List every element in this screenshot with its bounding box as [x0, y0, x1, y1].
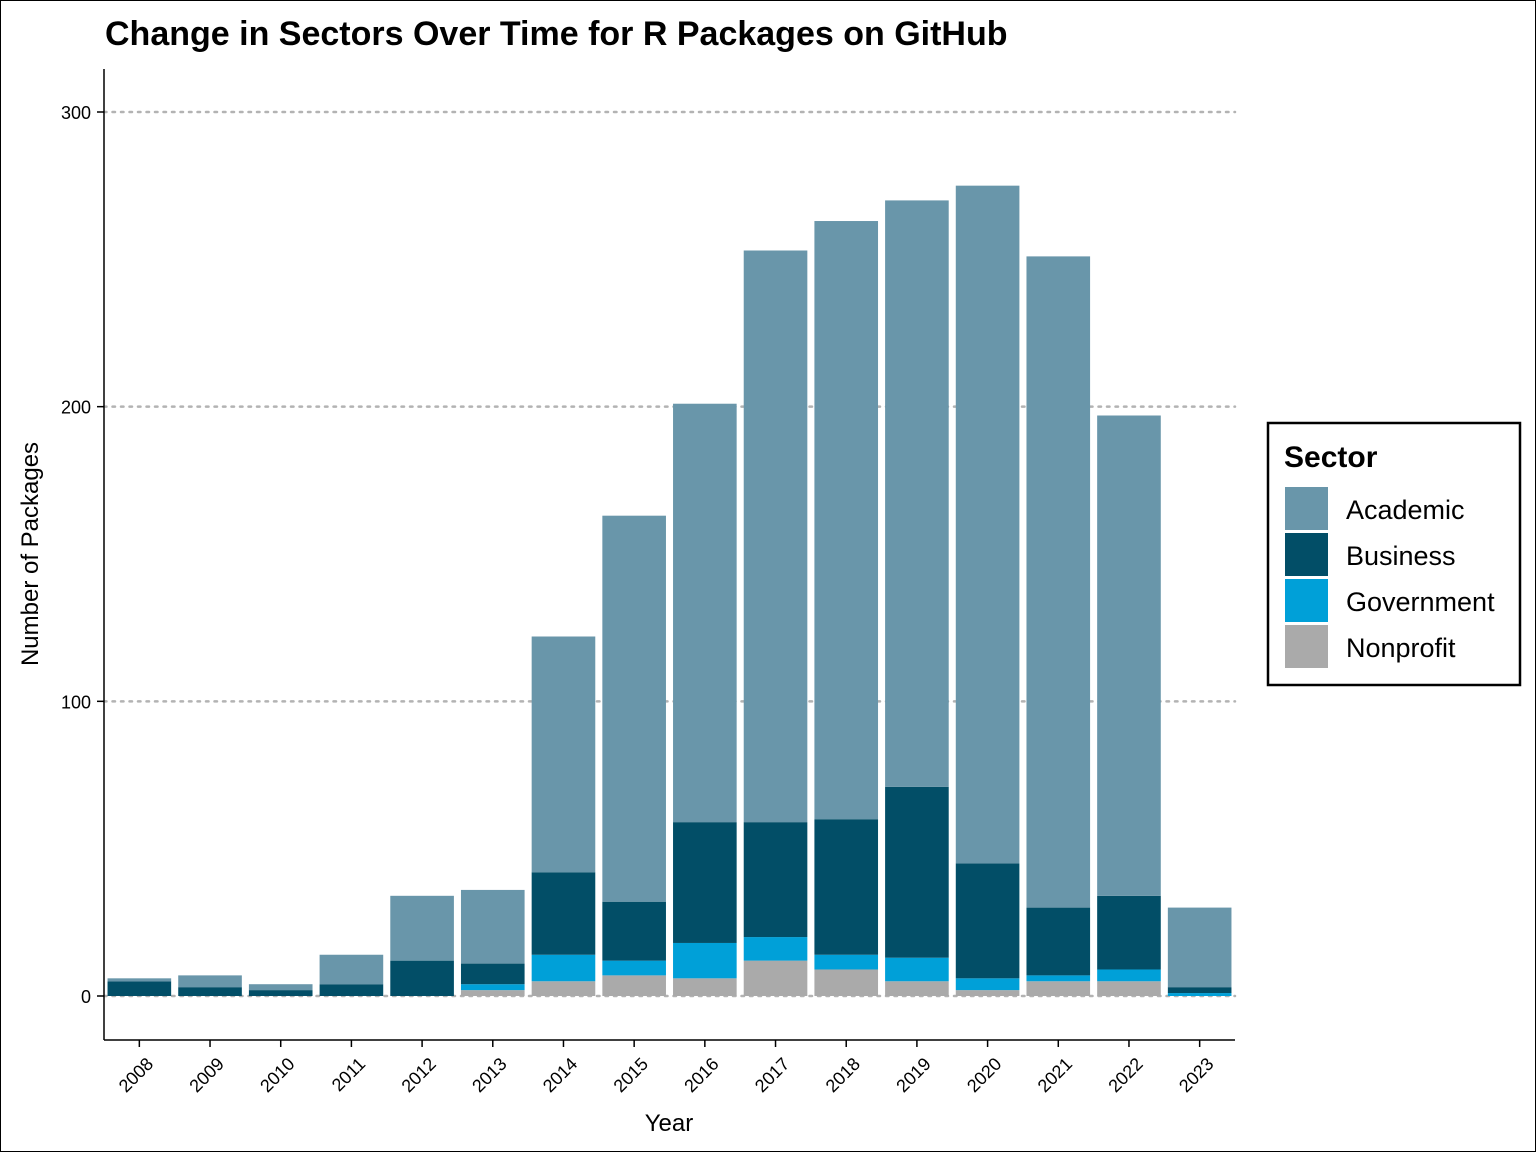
x-tick-label-2020: 2020 — [963, 1054, 1005, 1096]
bar-2011-business — [319, 984, 384, 996]
bar-2016-academic — [673, 403, 737, 823]
x-tick-label-2019: 2019 — [892, 1054, 934, 1096]
legend-items: Academic Business Government Nonprofit — [1285, 487, 1495, 668]
bar-2015-business — [602, 901, 666, 961]
bar-2009-business — [178, 987, 242, 996]
bar-2008-academic — [107, 978, 172, 982]
x-tick-label-2016: 2016 — [680, 1054, 722, 1096]
bar-2013-government — [460, 984, 525, 991]
legend-swatch-business — [1285, 533, 1328, 576]
bar-2022-nonprofit — [1097, 981, 1161, 996]
x-tick-label-2008: 2008 — [115, 1054, 157, 1096]
bar-2023-academic — [1167, 907, 1232, 988]
x-tick-label-2010: 2010 — [256, 1054, 298, 1096]
bar-2010-business — [248, 990, 313, 996]
legend-swatch-nonprofit — [1285, 625, 1328, 668]
bar-2014-government — [531, 954, 596, 982]
bar-2021-government — [1026, 975, 1091, 982]
bar-2019-academic — [885, 200, 949, 787]
bar-2016-business — [673, 822, 737, 943]
x-tick-label-2012: 2012 — [398, 1054, 440, 1096]
bar-2021-nonprofit — [1026, 981, 1091, 996]
bar-2014-academic — [531, 636, 596, 873]
bar-2020-government — [955, 978, 1020, 991]
bar-2016-government — [673, 942, 737, 979]
bar-2015-academic — [602, 515, 666, 902]
x-axis-ticks: 2008 2009 2010 2011 2012 2013 2014 2015 2016 2017… — [115, 1040, 1218, 1096]
y-axis-title: Number of Packages — [17, 442, 44, 666]
bar-2012-academic — [390, 895, 454, 961]
bar-2015-government — [602, 960, 666, 976]
legend-label-academic: Academic — [1346, 495, 1465, 525]
bar-2022-business — [1097, 895, 1161, 970]
bar-2023-business — [1167, 987, 1232, 994]
x-tick-label-2021: 2021 — [1034, 1054, 1076, 1096]
legend-swatch-government — [1285, 579, 1328, 622]
bar-2018-business — [814, 819, 879, 955]
x-axis-title: Year — [645, 1110, 694, 1137]
y-tick-label-300: 300 — [61, 103, 91, 123]
x-tick-label-2022: 2022 — [1104, 1054, 1146, 1096]
x-tick-label-2011: 2011 — [328, 1054, 370, 1096]
legend-swatch-academic — [1285, 487, 1328, 530]
bar-2018-nonprofit — [814, 969, 879, 996]
bar-2017-academic — [743, 250, 808, 823]
bar-2014-business — [531, 872, 596, 955]
bar-2012-business — [390, 960, 454, 996]
bar-2016-nonprofit — [673, 978, 737, 996]
bar-2018-government — [814, 954, 879, 970]
bar-2021-business — [1026, 907, 1091, 976]
bar-2019-business — [885, 786, 949, 958]
bar-2017-business — [743, 822, 808, 938]
bar-2017-government — [743, 937, 808, 961]
y-tick-label-100: 100 — [61, 692, 91, 712]
x-tick-label-2009: 2009 — [185, 1054, 227, 1096]
bar-2022-government — [1097, 969, 1161, 982]
bar-2013-nonprofit — [460, 990, 525, 996]
bar-2017-nonprofit — [743, 960, 808, 996]
bar-2023-government — [1167, 993, 1232, 996]
bar-2022-academic — [1097, 415, 1161, 896]
bar-2020-business — [955, 863, 1020, 979]
bar-2019-government — [885, 957, 949, 982]
bar-2019-nonprofit — [885, 981, 949, 996]
bar-2015-nonprofit — [602, 975, 666, 996]
bar-2020-nonprofit — [955, 990, 1020, 996]
x-tick-label-2015: 2015 — [610, 1054, 652, 1096]
bar-2009-academic — [178, 975, 242, 988]
bar-2014-nonprofit — [531, 981, 596, 996]
chart-title: Change in Sectors Over Time for R Packag… — [105, 15, 1008, 53]
legend-title: Sector — [1284, 441, 1378, 474]
bar-2018-academic — [814, 221, 879, 820]
x-tick-label-2014: 2014 — [539, 1054, 581, 1096]
bar-2011-academic — [319, 954, 384, 985]
y-tick-label-200: 200 — [61, 398, 91, 418]
bar-2008-business — [107, 981, 172, 996]
bar-2013-academic — [460, 889, 525, 964]
x-tick-label-2018: 2018 — [822, 1054, 864, 1096]
bar-2020-academic — [955, 185, 1020, 864]
x-tick-label-2023: 2023 — [1175, 1054, 1217, 1096]
bar-2010-academic — [248, 984, 313, 991]
legend-label-nonprofit: Nonprofit — [1346, 633, 1456, 663]
legend-label-business: Business — [1346, 541, 1456, 571]
legend-label-government: Government — [1346, 587, 1495, 617]
y-tick-label-0: 0 — [81, 987, 91, 1007]
bar-2021-academic — [1026, 256, 1091, 908]
x-tick-label-2017: 2017 — [751, 1054, 793, 1096]
legend: Sector Academic Business Government Nonprof… — [1266, 421, 1522, 687]
bars — [107, 185, 1232, 996]
y-axis-ticks: 0 100 200 300 — [61, 103, 104, 1007]
x-tick-label-2013: 2013 — [468, 1054, 510, 1096]
bar-2013-business — [460, 963, 525, 985]
